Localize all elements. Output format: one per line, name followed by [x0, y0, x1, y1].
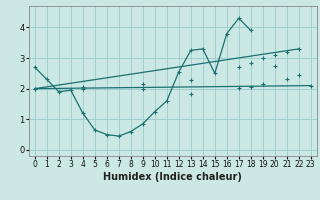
X-axis label: Humidex (Indice chaleur): Humidex (Indice chaleur) — [103, 172, 242, 182]
